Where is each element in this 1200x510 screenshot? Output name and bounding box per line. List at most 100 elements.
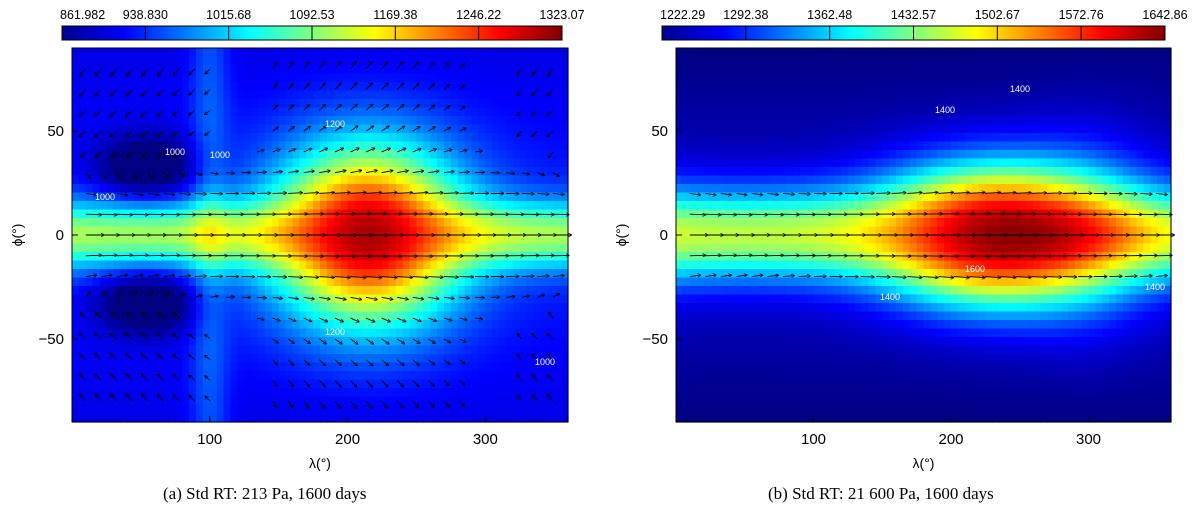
- heatmap-cell: [854, 65, 863, 75]
- heatmap-cell: [758, 294, 766, 304]
- heatmap-cell: [120, 413, 128, 423]
- heatmap-cell: [868, 56, 876, 66]
- heatmap-cell: [861, 150, 870, 160]
- heatmap-cell: [258, 158, 266, 168]
- heatmap-cell: [347, 226, 356, 236]
- heatmap-cell: [717, 158, 725, 168]
- heatmap-cell: [682, 73, 691, 83]
- heatmap-cell: [430, 405, 438, 415]
- heatmap-cell: [737, 175, 746, 185]
- heatmap-cell: [209, 311, 218, 321]
- heatmap-cell: [306, 294, 314, 304]
- wind-vector: [85, 193, 97, 195]
- heatmap-cell: [861, 158, 870, 168]
- heatmap-cell: [813, 73, 821, 83]
- heatmap-cell: [258, 184, 266, 194]
- heatmap-cell: [457, 413, 466, 423]
- heatmap-cell: [99, 99, 108, 109]
- heatmap-cell: [820, 286, 828, 296]
- heatmap-cell: [506, 201, 514, 211]
- heatmap-cell: [696, 107, 705, 117]
- heatmap-cell: [299, 379, 307, 389]
- heatmap-cell: [278, 320, 287, 330]
- heatmap-cell: [347, 345, 356, 355]
- heatmap-cell: [430, 252, 438, 262]
- heatmap-cell: [209, 48, 218, 58]
- heatmap-cell: [113, 201, 121, 211]
- heatmap-cell: [799, 405, 808, 415]
- wind-vector: [141, 130, 149, 136]
- heatmap-cell: [340, 286, 349, 296]
- heatmap-cell: [189, 133, 197, 143]
- heatmap-cell: [875, 107, 883, 117]
- heatmap-cell: [278, 65, 287, 75]
- heatmap-cell: [313, 48, 321, 58]
- heatmap-cell: [540, 107, 548, 117]
- heatmap-cell: [368, 277, 376, 287]
- heatmap-cell: [271, 354, 280, 364]
- wind-vector: [428, 193, 443, 194]
- heatmap-cell: [299, 311, 307, 321]
- heatmap-cell: [388, 303, 397, 313]
- heatmap-cell: [292, 405, 300, 415]
- heatmap-cell: [710, 388, 718, 398]
- heatmap-cell: [244, 73, 252, 83]
- heatmap-cell: [437, 371, 445, 381]
- wind-vector: [397, 192, 412, 193]
- heatmap-cell: [306, 388, 314, 398]
- heatmap-cell: [182, 48, 190, 58]
- heatmap-cell: [710, 371, 718, 381]
- heatmap-cell: [333, 99, 342, 109]
- heatmap-cell: [786, 277, 794, 287]
- heatmap-cell: [861, 235, 870, 245]
- wind-vector: [173, 395, 180, 402]
- heatmap-cell: [92, 209, 101, 219]
- heatmap-cell: [827, 269, 835, 279]
- heatmap-cell: [127, 150, 135, 160]
- heatmap-cell: [92, 116, 101, 126]
- heatmap-cell: [758, 73, 766, 83]
- heatmap-cell: [202, 90, 211, 100]
- heatmap-cell: [554, 235, 562, 245]
- heatmap-cell: [106, 388, 114, 398]
- heatmap-cell: [457, 56, 466, 66]
- heatmap-cell: [134, 184, 142, 194]
- heatmap-cell: [450, 99, 459, 109]
- heatmap-cell: [244, 107, 252, 117]
- heatmap-cell: [382, 116, 390, 126]
- wind-vector: [158, 313, 164, 319]
- heatmap-cell: [765, 303, 773, 313]
- heatmap-cell: [395, 405, 404, 415]
- heatmap-cell: [313, 167, 321, 177]
- heatmap-cell: [251, 133, 259, 143]
- wind-vector: [427, 63, 434, 70]
- heatmap-cell: [251, 107, 259, 117]
- heatmap-cell: [464, 175, 473, 185]
- heatmap-cell: [444, 362, 452, 372]
- heatmap-cell: [540, 405, 548, 415]
- heatmap-cell: [806, 218, 815, 228]
- heatmap-cell: [499, 269, 507, 279]
- heatmap-cell: [758, 277, 766, 287]
- heatmap-cell: [478, 48, 486, 58]
- heatmap-cell: [292, 48, 300, 58]
- heatmap-cell: [182, 158, 190, 168]
- heatmap-cell: [92, 73, 101, 83]
- heatmap-cell: [161, 413, 170, 423]
- heatmap-cell: [724, 192, 732, 202]
- heatmap-cell: [779, 90, 787, 100]
- heatmap-cell: [540, 235, 548, 245]
- heatmap-cell: [299, 345, 307, 355]
- heatmap-cell: [457, 311, 466, 321]
- heatmap-cell: [492, 362, 500, 372]
- heatmap-cell: [512, 235, 521, 245]
- heatmap-cell: [120, 184, 128, 194]
- heatmap-cell: [868, 269, 876, 279]
- wind-vector: [101, 214, 117, 215]
- heatmap-cell: [161, 362, 170, 372]
- heatmap-cell: [519, 337, 528, 347]
- heatmap-cell: [744, 235, 753, 245]
- heatmap-cell: [492, 141, 500, 151]
- heatmap-cell: [361, 218, 369, 228]
- heatmap-cell: [506, 328, 514, 338]
